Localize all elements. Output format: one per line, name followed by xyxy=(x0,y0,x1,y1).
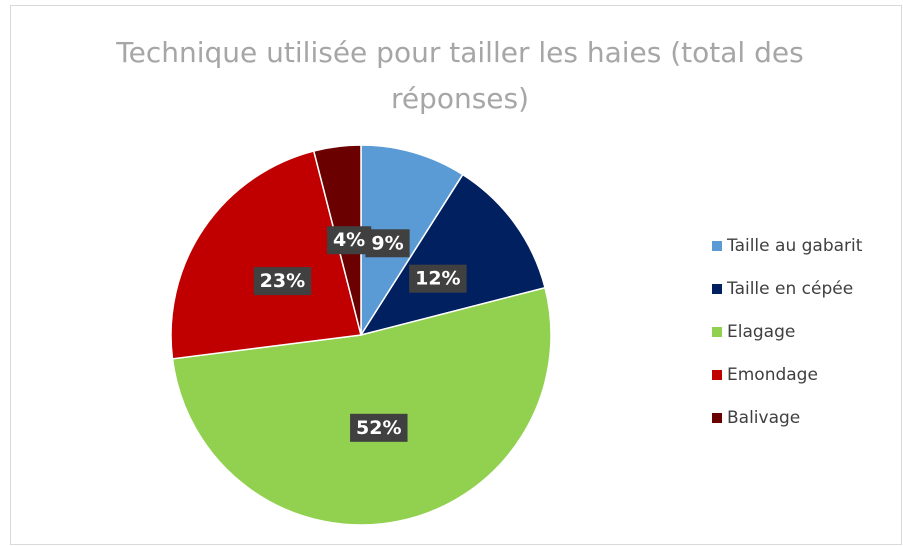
pie-slice xyxy=(170,150,362,360)
legend-label: Emondage xyxy=(727,365,818,385)
chart-title: Technique utilisée pour tailler les haie… xyxy=(116,36,804,115)
data-label: 9% xyxy=(371,232,403,254)
data-label-box xyxy=(350,413,408,442)
legend-swatch xyxy=(712,241,722,251)
legend-label: Balivage xyxy=(727,408,800,428)
data-label: 4% xyxy=(333,229,365,251)
data-label-box xyxy=(253,267,312,296)
legend-swatch xyxy=(712,284,722,294)
data-label-box xyxy=(326,226,372,255)
pie-slice xyxy=(360,144,464,338)
data-label-box xyxy=(409,264,467,293)
legend-swatch xyxy=(712,327,722,337)
legend-swatch xyxy=(712,370,722,380)
pie-slice xyxy=(359,173,546,337)
legend-swatch xyxy=(712,413,722,423)
legend-label: Taille en cépée xyxy=(726,279,853,299)
data-label: 12% xyxy=(415,268,460,290)
data-label-box xyxy=(365,229,410,258)
legend-label: Taille au gabarit xyxy=(726,236,863,256)
data-label: 23% xyxy=(260,270,305,292)
legend-label: Elagage xyxy=(727,322,795,342)
data-label: 52% xyxy=(356,417,401,439)
